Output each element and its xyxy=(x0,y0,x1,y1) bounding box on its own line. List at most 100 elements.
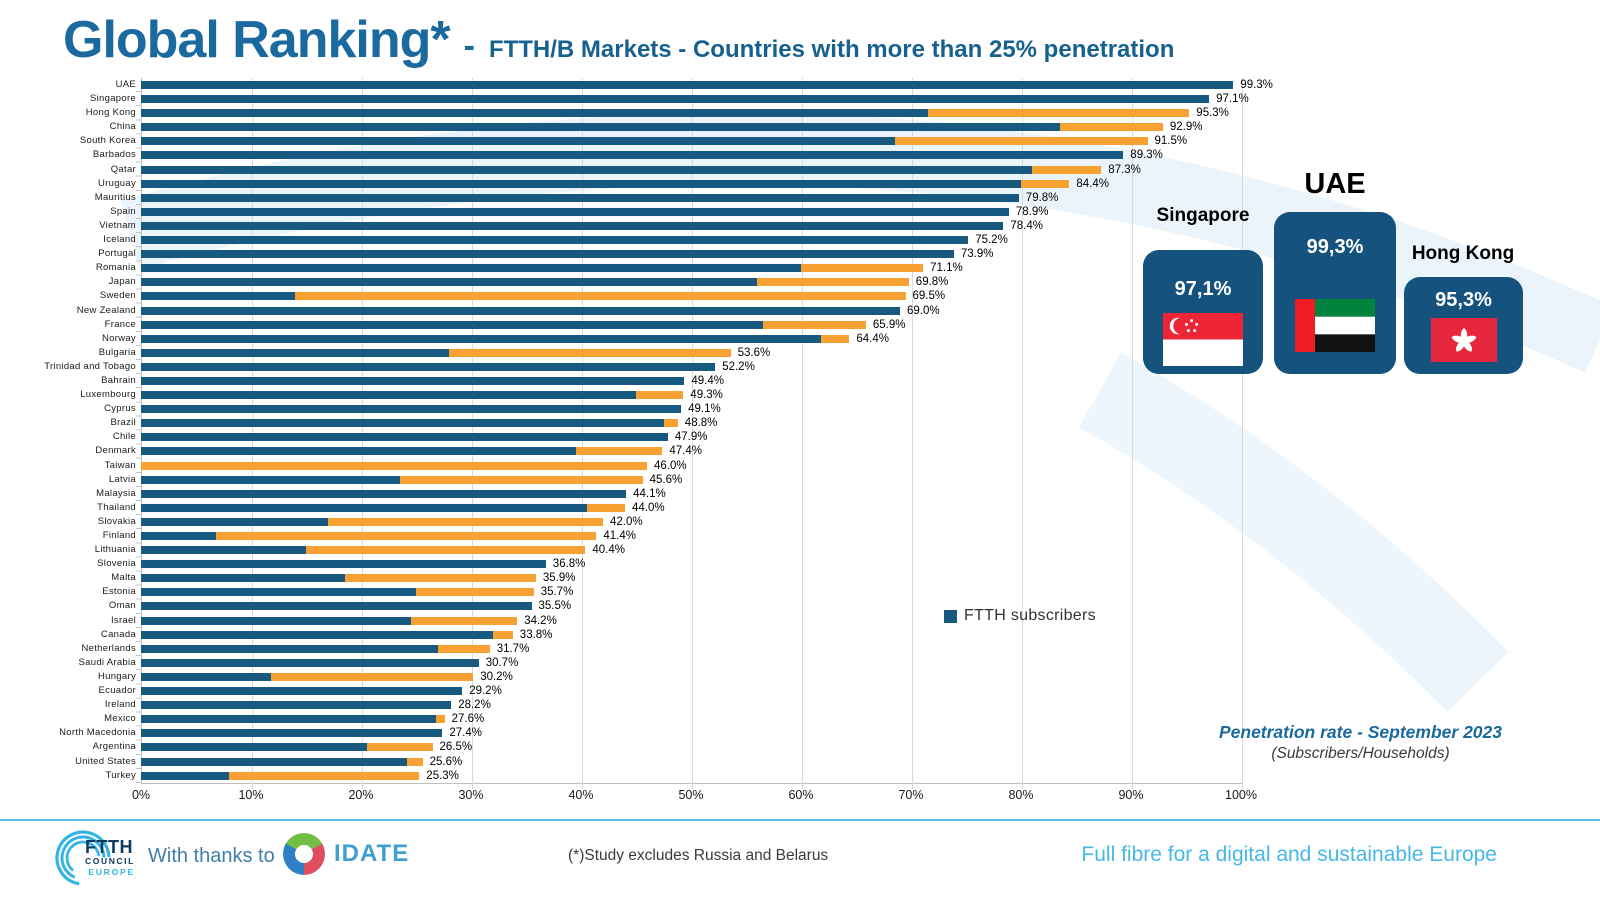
ftth-bar-segment xyxy=(141,489,627,498)
ftth-bar-segment xyxy=(141,81,1234,89)
bar-value-label: 92.9% xyxy=(1169,121,1203,134)
bar-value-label: 79.8% xyxy=(1025,191,1059,204)
singapore-flag xyxy=(1163,313,1243,366)
x-tick-label: 20% xyxy=(348,788,374,802)
bar-track: 26.5% xyxy=(141,740,1242,754)
bar-track: 87.3% xyxy=(141,163,1242,177)
bar-value-label: 40.4% xyxy=(592,544,625,557)
bar-row: Iceland 75.2% xyxy=(6,233,1506,247)
bar-track: 46.0% xyxy=(141,459,1242,473)
x-tick-label: 80% xyxy=(1008,788,1034,802)
bar-value-label: 35.5% xyxy=(538,600,572,613)
other-bar-segment xyxy=(1032,165,1102,174)
ftth-bar-segment xyxy=(141,207,1009,216)
other-bar-segment xyxy=(270,672,474,681)
bar-track: 97.1% xyxy=(141,92,1249,106)
bar-track: 69.0% xyxy=(141,304,1242,318)
bar-value-label: 95.3% xyxy=(1196,107,1229,120)
bar-track: 42.0% xyxy=(141,515,1242,529)
bar-track: 25.3% xyxy=(141,769,1242,783)
category-label: United States xyxy=(75,755,136,767)
ftth-bar-segment xyxy=(141,419,664,428)
category-label: Portugal xyxy=(98,248,136,260)
podium-value-uae: 99,3% xyxy=(1306,236,1364,258)
category-label: Canada xyxy=(100,628,136,640)
bar-track: 78.9% xyxy=(141,205,1242,219)
ftth-bar-segment xyxy=(141,250,954,259)
bar-value-label: 65.9% xyxy=(872,318,906,331)
ftth-bar-segment xyxy=(141,95,1210,104)
other-bar-segment xyxy=(801,264,924,273)
category-label: Denmark xyxy=(95,445,136,457)
ftth-bar-segment xyxy=(141,588,416,597)
ftth-bar-segment xyxy=(141,433,668,442)
bar-track: 99.3% xyxy=(141,78,1273,92)
category-label: Taiwan xyxy=(104,459,136,471)
ftth-bar-segment xyxy=(141,221,1004,230)
bar-track: 53.6% xyxy=(141,346,1242,360)
bar-track: 35.9% xyxy=(141,571,1242,585)
bar-track: 89.3% xyxy=(141,148,1242,162)
bar-row: Cyprus 49.1% xyxy=(6,402,1506,416)
other-bar-segment xyxy=(636,391,684,400)
ftth-bar-segment xyxy=(141,109,928,118)
category-label: Bahrain xyxy=(101,374,136,386)
bar-row: North Macedonia 27.4% xyxy=(6,726,1506,740)
thanks-text: With thanks to xyxy=(148,845,275,867)
category-label: New Zealand xyxy=(76,304,136,316)
bar-track: 36.8% xyxy=(141,557,1242,571)
category-label: Cyprus xyxy=(104,403,136,415)
other-bar-segment xyxy=(586,503,625,512)
bar-row: Mexico 27.6% xyxy=(6,712,1506,726)
bar-value-label: 49.4% xyxy=(691,374,724,387)
ftth-bar-segment xyxy=(141,658,479,667)
category-label: Netherlands xyxy=(81,642,136,654)
ftth-bar-segment xyxy=(141,137,895,146)
other-bar-segment xyxy=(416,588,534,597)
bar-value-label: 35.9% xyxy=(542,572,576,585)
ftth-bar-segment xyxy=(141,391,636,400)
other-bar-segment xyxy=(894,137,1148,146)
ftth-bar-segment xyxy=(141,123,1060,132)
bar-row: Sweden 69.5% xyxy=(6,289,1506,303)
ftth-bar-segment xyxy=(141,701,452,710)
title-separator: - xyxy=(463,27,475,65)
ftth-bar-segment xyxy=(141,532,216,540)
bar-row: Ecuador 29.2% xyxy=(6,684,1506,698)
bar-value-label: 89.3% xyxy=(1130,149,1163,162)
bar-track: 45.6% xyxy=(141,473,1242,487)
bar-row: Slovenia 36.8% xyxy=(6,557,1506,571)
bar-row: United States 25.6% xyxy=(6,755,1506,769)
bar-row: Brazil 48.8% xyxy=(6,416,1506,430)
bar-row: Qatar 87.3% xyxy=(6,163,1506,177)
podium-title-singapore: Singapore xyxy=(1156,205,1250,226)
category-label: Finland xyxy=(102,530,136,541)
category-label: Uruguay xyxy=(97,177,136,189)
bar-value-label: 69.5% xyxy=(912,290,946,303)
ftth-bar-segment xyxy=(141,405,682,414)
page-subtitle: FTTH/B Markets - Countries with more tha… xyxy=(488,36,1175,63)
bar-value-label: 87.3% xyxy=(1108,163,1141,176)
x-tick-label: 30% xyxy=(458,788,484,802)
podium-value-hongkong: 95,3% xyxy=(1435,289,1492,311)
bar-track: 79.8% xyxy=(141,191,1242,205)
bar-value-label: 75.2% xyxy=(975,234,1008,247)
category-label: Singapore xyxy=(89,93,136,105)
other-bar-segment xyxy=(366,743,433,752)
bar-value-label: 27.6% xyxy=(451,713,485,726)
bar-row: Hungary 30.2% xyxy=(6,670,1506,684)
bar-track: 49.3% xyxy=(141,388,1242,402)
bar-track: 35.5% xyxy=(141,599,1242,613)
category-label: Spain xyxy=(110,205,136,217)
gridline xyxy=(1022,78,1023,789)
bar-value-label: 99.3% xyxy=(1240,79,1273,91)
bar-row: Slovakia 42.0% xyxy=(6,515,1506,529)
category-label: Luxembourg xyxy=(80,389,136,401)
bar-row: Turkey 25.3% xyxy=(6,769,1506,783)
category-label: Mexico xyxy=(104,713,136,725)
ftth-bar-segment xyxy=(141,517,328,526)
gridline xyxy=(1242,78,1243,789)
bar-track: 40.4% xyxy=(141,543,1242,557)
bar-value-label: 35.7% xyxy=(540,586,574,599)
bar-track: 30.7% xyxy=(141,656,1242,670)
